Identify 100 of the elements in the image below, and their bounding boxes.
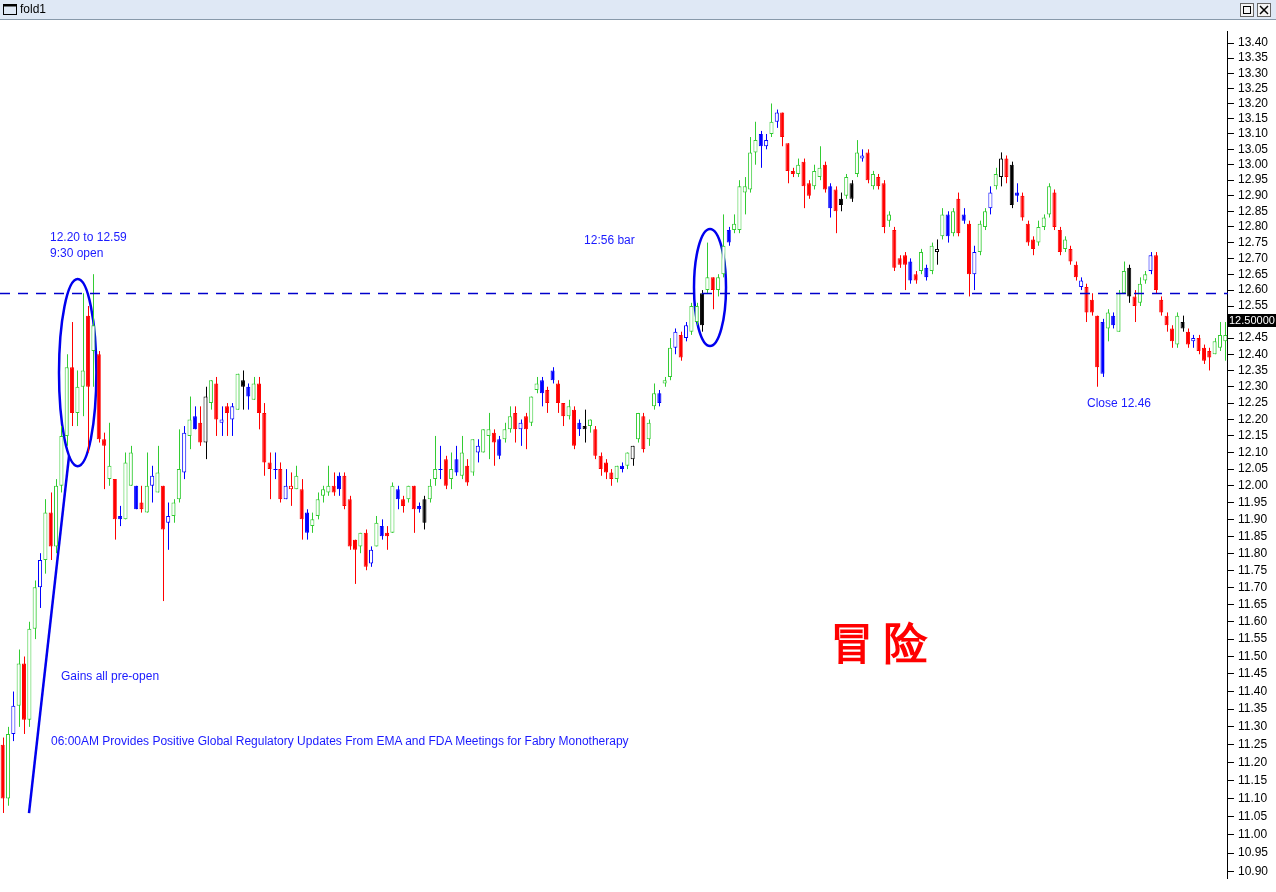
candlestick [465, 458, 470, 487]
y-tick-label: 11.80 [1237, 545, 1268, 560]
candlestick [1031, 235, 1036, 256]
candlestick [502, 422, 507, 444]
candlestick [422, 495, 427, 530]
candlestick [934, 238, 940, 266]
candlestick [523, 412, 528, 450]
candlestick [91, 273, 96, 388]
y-tick-label: 12.55 [1237, 298, 1269, 313]
text: 12.50000 [1228, 314, 1276, 327]
candlestick [806, 179, 811, 200]
y-tick-label: 12.25 [1237, 395, 1269, 410]
candlestick [945, 210, 950, 244]
y-tick-label: 12.60 [1237, 282, 1269, 297]
candlestick [684, 321, 689, 342]
y-tick-label: 13.10 [1237, 126, 1269, 141]
candlestick [561, 402, 566, 427]
candlestick [854, 139, 859, 178]
candlestick [1201, 344, 1206, 365]
y-tick-label: 10.95 [1237, 845, 1269, 860]
y-tick-label: 11.15 [1237, 772, 1268, 787]
y-tick-label: 11.85 [1237, 528, 1268, 543]
annotation: 06:00AM Provides Positive Global Regulatory Updates From EMA and FDA Meetings for Fabry Monotherapy [51, 734, 629, 748]
annotation: 9:30 open [50, 246, 104, 260]
candlestick [908, 257, 913, 285]
candlestick [272, 451, 279, 480]
y-tick-label: 11.55 [1237, 631, 1268, 646]
candlestick [304, 508, 310, 541]
candlestick [224, 402, 229, 437]
y-tick-label: 12.40 [1237, 346, 1269, 361]
candlestick [379, 518, 384, 541]
candlestick [603, 458, 609, 480]
candlestick [139, 485, 144, 514]
candlestick [742, 176, 747, 215]
candlestick [566, 399, 571, 420]
annotation: Close 12.46 [1087, 396, 1152, 410]
candlestick [454, 445, 459, 477]
candlestick [822, 161, 827, 194]
y-tick-label: 12.90 [1237, 188, 1269, 202]
candlestick [230, 402, 235, 437]
y-tick-label: 12.70 [1237, 250, 1269, 265]
candlestick [972, 245, 977, 291]
candlestick [694, 302, 699, 326]
candlestick [1105, 308, 1110, 342]
y-tick-label: 11.95 [1237, 494, 1268, 509]
candlestick [950, 207, 956, 237]
candlestick [780, 112, 785, 147]
y-tick-label: 11.25 [1237, 736, 1268, 751]
candlestick [1196, 334, 1201, 355]
candlestick [80, 292, 85, 417]
y-tick-label: 10.90 [1237, 863, 1269, 878]
candlestick [491, 428, 496, 467]
y-tick-label: 11.60 [1237, 614, 1268, 629]
candlestick [1057, 226, 1062, 256]
y-tick-label: 12.65 [1237, 266, 1269, 281]
y-tick-label: 11.20 [1237, 754, 1268, 769]
candlestick [758, 130, 763, 169]
candlestick [1169, 324, 1174, 349]
candlestick [555, 379, 560, 414]
candlestick [166, 502, 171, 551]
candlestick [999, 151, 1004, 187]
candlestick [598, 451, 603, 477]
candlestick [486, 412, 491, 460]
candlestick [940, 207, 945, 240]
candlestick [716, 273, 721, 297]
candlestick [1015, 182, 1020, 203]
y-tick-label: 11.00 [1237, 827, 1268, 842]
y-tick-label: 11.45 [1237, 666, 1268, 681]
candlestick [267, 451, 272, 500]
chart-title: fold1 [20, 2, 47, 16]
candlestick [208, 379, 213, 411]
candlestick [993, 167, 998, 190]
candlestick [646, 418, 651, 447]
candlestick [150, 465, 155, 504]
y-tick-label: 13.40 [1237, 35, 1269, 50]
candlestick [1020, 192, 1025, 222]
candlestick [678, 331, 683, 362]
candlestick [918, 248, 924, 275]
y-tick-label: 12.45 [1237, 330, 1269, 345]
candlestick [459, 435, 464, 480]
y-tick-label: 12.05 [1237, 461, 1269, 476]
candlestick [817, 145, 822, 181]
y-tick-label: 12.35 [1237, 362, 1269, 377]
y-tick-label: 11.35 [1237, 701, 1268, 716]
candlestick [1159, 295, 1164, 317]
y-tick-label: 11.50 [1237, 648, 1268, 663]
candlestick [449, 451, 454, 490]
annotation: Gains all pre-open [61, 669, 160, 683]
candlestick [828, 182, 833, 219]
annotation: 12.20 to 12.59 [50, 230, 127, 244]
candlestick [988, 185, 993, 215]
candlestick [155, 445, 160, 493]
candlestick [437, 445, 444, 480]
candlestick [171, 498, 176, 524]
candlestick [1089, 292, 1094, 317]
candlestick [545, 386, 550, 414]
y-tick-label: 11.40 [1237, 683, 1268, 698]
candlestick [651, 382, 657, 411]
candlestick [1068, 245, 1073, 266]
candlestick [374, 515, 379, 547]
